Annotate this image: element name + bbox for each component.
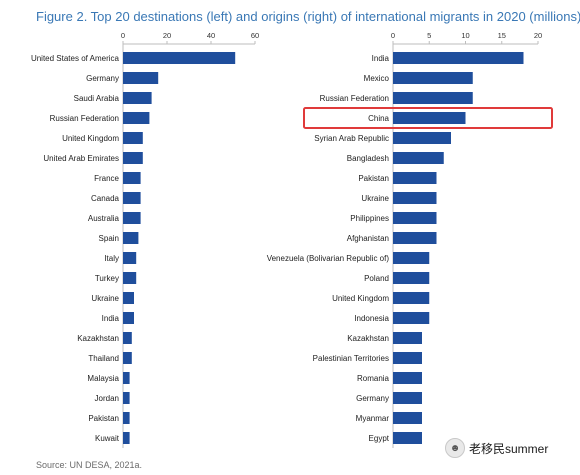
orig-bar [393,252,430,264]
dest-tick-label: 20 [163,31,171,40]
orig-category-label: Venezuela (Bolivarian Republic of) [267,254,390,263]
orig-category-label: United Kingdom [332,294,389,303]
dest-bar [123,292,134,304]
dest-category-label: Pakistan [88,414,119,423]
orig-category-label: Bangladesh [347,154,389,163]
dest-bar [123,92,152,104]
orig-tick-label: 10 [461,31,469,40]
source-note: Source: UN DESA, 2021a. [36,460,143,470]
orig-bar [393,232,437,244]
orig-tick-label: 0 [391,31,395,40]
dest-bar [123,252,137,264]
dest-bar [123,192,141,204]
dest-bar [123,72,159,84]
wechat-icon: ☻ [445,438,465,458]
origins-panel: 0 5 10 15 20 India Mexico Russian Federation Chi… [267,31,553,448]
dest-category-label: Saudi Arabia [74,94,120,103]
destinations-panel: 0 20 40 60 United States of America Germany Sa… [31,31,259,448]
orig-category-label: Egypt [369,434,390,443]
dest-tick-label: 0 [121,31,125,40]
orig-bar [393,352,422,364]
dest-bar [123,212,141,224]
orig-category-label: Philippines [350,214,389,223]
orig-highlight-box [303,107,553,129]
watermark-text: 老移民summer [469,441,549,456]
orig-bar [393,112,466,124]
orig-category-label: Romania [357,374,390,383]
orig-bar [393,192,437,204]
orig-category-label: Myanmar [356,414,390,423]
dest-category-label: Kazakhstan [77,334,119,343]
dest-bar [123,412,130,424]
dest-category-label: Spain [99,234,119,243]
dest-category-label: Ukraine [91,294,119,303]
orig-category-label: India [372,54,390,63]
orig-bar [393,372,422,384]
dest-bar [123,392,130,404]
dest-category-label: Canada [91,194,120,203]
dest-category-label: Germany [86,74,119,83]
dest-bar [123,152,143,164]
orig-category-label: Poland [364,274,389,283]
orig-category-label: China [368,114,389,123]
orig-bar [393,132,451,144]
orig-category-label: Germany [356,394,389,403]
orig-category-label: Kazakhstan [347,334,389,343]
dest-category-label: Italy [104,254,119,263]
orig-tick-label: 20 [534,31,542,40]
dest-bar [123,432,130,444]
dest-category-label: Turkey [95,274,119,283]
orig-bar [393,332,422,344]
orig-bar [393,272,430,284]
dest-category-label: United States of America [31,54,120,63]
dest-category-label: Thailand [88,354,119,363]
dest-category-label: India [102,314,120,323]
orig-bar [393,72,473,84]
dest-tick-label: 40 [207,31,215,40]
dest-bar [123,372,130,384]
orig-category-label: Mexico [364,74,390,83]
dest-category-label: Australia [88,214,120,223]
orig-bar [393,312,430,324]
dest-bar [123,112,150,124]
orig-tick-label: 15 [498,31,506,40]
dest-category-label: Malaysia [87,374,119,383]
dest-bar [123,172,141,184]
orig-bar [393,92,473,104]
orig-category-label: Russian Federation [320,94,389,103]
dest-category-label: United Arab Emirates [43,154,119,163]
orig-bar [393,412,422,424]
dest-bar [123,52,236,64]
orig-bar [393,172,437,184]
dest-category-label: Jordan [95,394,119,403]
orig-bar [393,212,437,224]
orig-category-label: Ukraine [361,194,389,203]
dest-bar [123,232,139,244]
orig-bar [393,292,430,304]
dest-tick-label: 60 [251,31,259,40]
dest-bar [123,332,132,344]
orig-bar [393,152,444,164]
dest-bar [123,132,143,144]
dest-category-label: France [94,174,119,183]
orig-category-label: Palestinian Territories [313,354,389,363]
dest-category-label: United Kingdom [62,134,119,143]
orig-category-label: Afghanistan [347,234,389,243]
dest-bar [123,272,137,284]
dest-bar [123,352,132,364]
orig-bar [393,392,422,404]
figure-title: Figure 2. Top 20 destinations (left) and… [36,9,580,24]
orig-category-label: Syrian Arab Republic [314,134,389,143]
orig-tick-label: 5 [427,31,431,40]
dest-bar [123,312,134,324]
dest-category-label: Russian Federation [50,114,119,123]
dest-category-label: Kuwait [95,434,120,443]
orig-bar [393,52,524,64]
orig-bar [393,432,422,444]
watermark: ☻ 老移民summer [445,438,548,458]
orig-category-label: Indonesia [354,314,389,323]
orig-category-label: Pakistan [358,174,389,183]
